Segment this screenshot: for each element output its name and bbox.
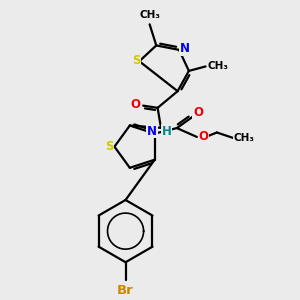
Text: CH₃: CH₃ [207, 61, 228, 71]
Text: N: N [180, 42, 190, 55]
Text: Br: Br [117, 284, 134, 296]
Text: H: H [162, 125, 172, 138]
Text: O: O [193, 106, 203, 119]
Text: S: S [132, 54, 140, 67]
Text: S: S [105, 140, 113, 153]
Text: O: O [130, 98, 140, 111]
Text: N: N [147, 125, 157, 138]
Text: O: O [199, 130, 208, 143]
Text: CH₃: CH₃ [139, 11, 160, 20]
Text: CH₃: CH₃ [233, 133, 254, 143]
